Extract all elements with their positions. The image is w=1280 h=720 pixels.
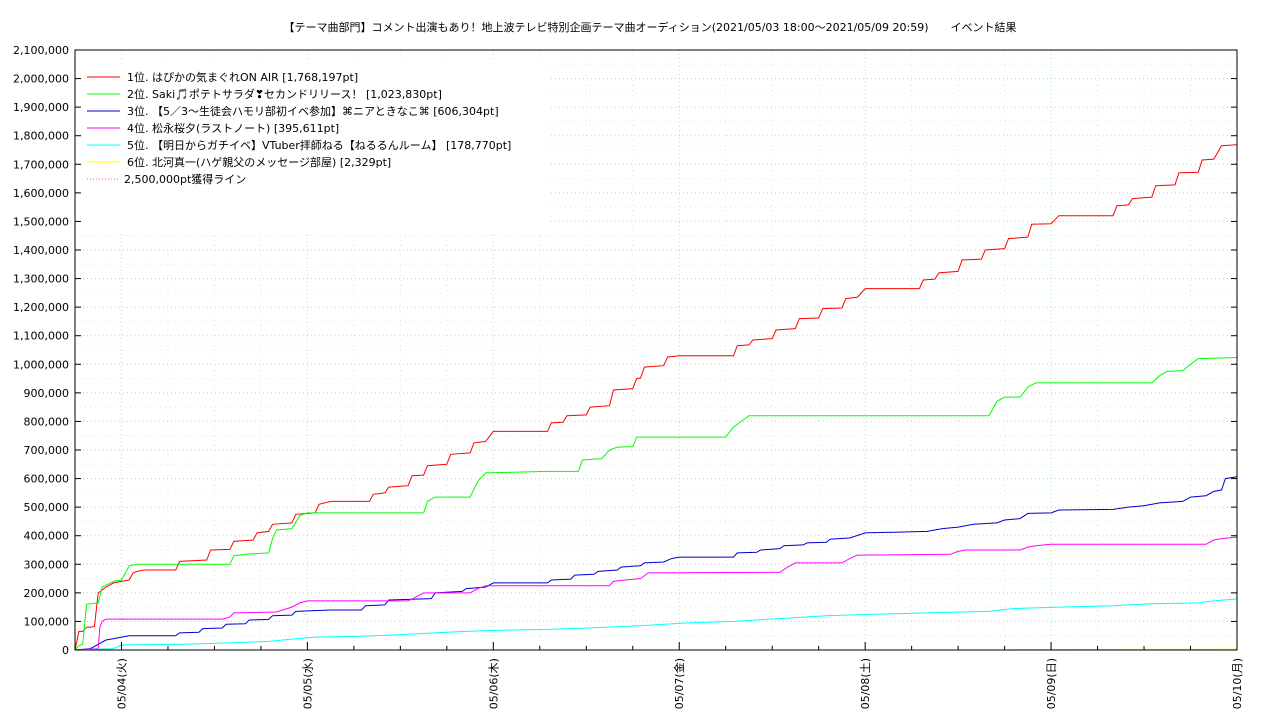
series-line-4 <box>74 536 1238 651</box>
y-tick-label: 1,700,000 <box>13 158 69 171</box>
y-tick-label: 600,000 <box>24 473 70 486</box>
series-line-3 <box>74 476 1238 651</box>
legend-label: 3位. 【5／3～生徒会ハモリ部初イベ参加】⌘ニアときなこ⌘ [606,304p… <box>127 104 499 118</box>
legend-label: 6位. 北河真一(ハゲ親父のメッセージ部屋) [2,329pt] <box>127 155 391 169</box>
x-tick-label: 05/04(火) <box>115 658 128 709</box>
x-tick-label: 05/08(土) <box>859 658 872 709</box>
legend-label: 2,500,000pt獲得ライン <box>124 173 246 186</box>
y-tick-label: 100,000 <box>24 615 70 628</box>
y-tick-label: 900,000 <box>24 387 70 400</box>
y-tick-label: 400,000 <box>24 530 70 543</box>
y-tick-label: 1,900,000 <box>13 101 69 114</box>
x-tick-label: 05/05(水) <box>301 658 314 709</box>
y-tick-label: 1,600,000 <box>13 187 69 200</box>
x-tick-label: 05/07(金) <box>672 658 686 709</box>
legend-label: 5位. 【明日からガチイベ】VTuber拝師ねる【ねるるんルーム】 [178,7… <box>127 138 511 152</box>
x-tick-label: 05/09(日) <box>1045 658 1058 709</box>
y-tick-label: 700,000 <box>24 444 70 457</box>
legend-label: 4位. 松永桜夕(ラストノート) [395,611pt] <box>127 121 339 135</box>
y-tick-label: 1,500,000 <box>13 215 69 228</box>
gridlines <box>74 50 1238 650</box>
series-line-2 <box>74 357 1238 651</box>
y-tick-label: 2,000,000 <box>13 73 69 86</box>
legend: 1位. はぴかの気まぐれON AIR [1,768,197pt] 2位. Saki… <box>87 70 511 186</box>
y-tick-label: 1,200,000 <box>13 301 69 314</box>
y-tick-label: 300,000 <box>24 558 70 571</box>
legend-label: 1位. はぴかの気まぐれON AIR [1,768,197pt] <box>127 70 358 84</box>
legend-label: 2位. Saki🎵ポテトサラダ❣セカンドリリース！ [1,023,830pt] <box>127 87 442 101</box>
plot-frame <box>74 49 1238 651</box>
chart-title: 【テーマ曲部門】コメント出演もあり！地上波テレビ特別企画テーマ曲オーディション(… <box>283 21 1017 34</box>
y-tick-label: 1,800,000 <box>13 130 69 143</box>
axes: 0 100,000 200,000 300,000 400,000 500,000 600,… <box>13 44 1244 709</box>
y-tick-label: 1,400,000 <box>13 244 69 257</box>
y-tick-label: 500,000 <box>24 501 70 514</box>
x-tick-label: 05/06(木) <box>487 658 500 709</box>
y-tick-label: 0 <box>62 644 69 657</box>
series-line-1 <box>74 144 1238 651</box>
y-tick-label: 1,100,000 <box>13 330 69 343</box>
x-tick-label: 05/10(月) <box>1231 658 1244 709</box>
y-tick-label: 2,100,000 <box>13 44 69 57</box>
y-tick-label: 200,000 <box>24 587 70 600</box>
legend-background <box>80 62 548 232</box>
y-tick-label: 800,000 <box>24 415 70 428</box>
y-tick-label: 1,300,000 <box>13 273 69 286</box>
y-tick-label: 1,000,000 <box>13 358 69 371</box>
series-line-5 <box>74 598 1238 651</box>
